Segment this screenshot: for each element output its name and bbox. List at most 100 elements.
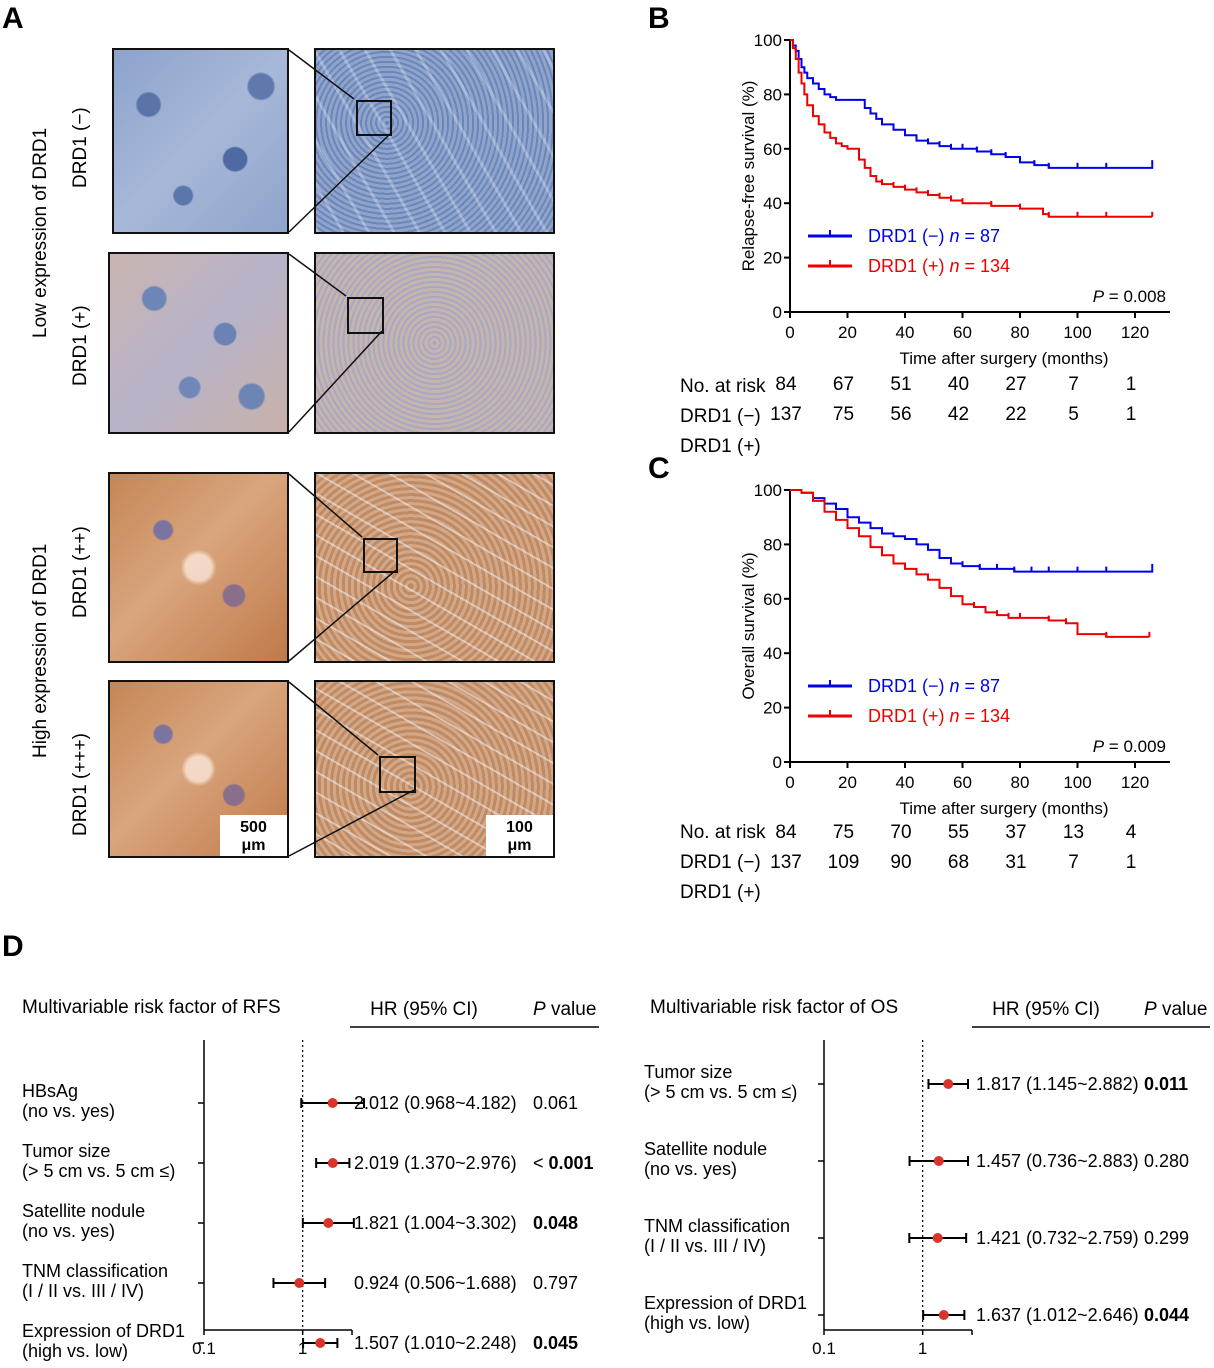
y-tick-label: 20 xyxy=(763,249,782,268)
factor-label: Satellite nodule xyxy=(22,1201,145,1221)
hr-value: 2.019 (1.370~2.976) xyxy=(354,1153,517,1173)
forest-plot-rfs: Multivariable risk factor of RFS HR (95% … xyxy=(22,997,599,1361)
legend-label: DRD1 (+) n = 134 xyxy=(868,706,1010,726)
risk-count: 7 xyxy=(1068,374,1079,395)
forest-title: Multivariable risk factor of RFS xyxy=(22,997,281,1018)
km-series-line xyxy=(790,39,1154,169)
zoom-box xyxy=(363,538,398,573)
risk-count: 137 xyxy=(770,404,802,425)
hr-value: 0.924 (0.506~1.688) xyxy=(354,1273,517,1293)
forest-x-tick-label: 0.1 xyxy=(812,1339,836,1358)
p-header: P value xyxy=(1144,999,1207,1020)
risk-count: 22 xyxy=(1005,404,1027,425)
hr-value: 1.637 (1.012~2.646) xyxy=(976,1305,1139,1325)
factor-label: HBsAg xyxy=(22,1081,78,1101)
x-tick-label: 100 xyxy=(1063,323,1091,342)
hr-point xyxy=(315,1338,326,1348)
scale-bar-label: 100 μm xyxy=(506,819,533,854)
p-value: < 0.001 xyxy=(533,1153,594,1173)
factor-sublabel: (high vs. low) xyxy=(644,1313,750,1333)
km-series-line xyxy=(790,39,1153,218)
y-axis-label: Relapse-free survival (%) xyxy=(739,81,758,272)
hr-header: HR (95% CI) xyxy=(370,999,478,1020)
x-tick-label: 40 xyxy=(896,773,915,792)
factor-label: Tumor size xyxy=(22,1141,110,1161)
y-tick-label: 40 xyxy=(763,194,782,213)
km-chart-rfs: 0 20 40 60 80 100 0 20 40 60 80 100 120 Relapse-free … xyxy=(739,31,1170,368)
zoom-box xyxy=(356,100,392,136)
x-tick-label: 60 xyxy=(953,773,972,792)
p-value-label: P = 0.008 xyxy=(1093,287,1166,306)
risk-count: 70 xyxy=(890,822,912,843)
scale-bar-overview: 100 μm xyxy=(486,815,553,856)
zoom-box xyxy=(347,297,384,334)
forest-x-tick-label: 1 xyxy=(298,1339,307,1358)
factor-label: Expression of DRD1 xyxy=(644,1293,807,1313)
ihc-zoom-image-plus2 xyxy=(108,472,289,663)
risk-count: 1 xyxy=(1125,404,1137,425)
risk-count: 84 xyxy=(775,822,797,843)
risk-row-label: DRD1 (+) xyxy=(680,436,761,457)
risk-count: 75 xyxy=(832,822,855,843)
factor-sublabel: (> 5 cm vs. 5 cm ≤) xyxy=(22,1161,175,1181)
x-tick-label: 120 xyxy=(1121,323,1149,342)
x-tick-label: 80 xyxy=(1011,323,1030,342)
km-series-line xyxy=(790,489,1150,638)
p-value: 0.048 xyxy=(533,1213,578,1233)
hr-value: 1.817 (1.145~2.882) xyxy=(976,1074,1139,1094)
hr-value: 1.457 (0.736~2.883) xyxy=(976,1151,1139,1171)
y-tick-label: 0 xyxy=(773,303,782,322)
hr-value: 1.421 (0.732~2.759) xyxy=(976,1228,1139,1248)
risk-count: 40 xyxy=(947,374,970,395)
factor-sublabel: (no vs. yes) xyxy=(644,1159,737,1179)
y-tick-label: 20 xyxy=(763,699,782,718)
risk-count: 5 xyxy=(1068,404,1079,425)
p-value: 0.011 xyxy=(1144,1074,1188,1094)
legend-label: DRD1 (+) n = 134 xyxy=(868,256,1010,276)
factor-sublabel: (I / II vs. III / IV) xyxy=(22,1281,144,1301)
scale-bar-zoom: 500 μm xyxy=(220,815,287,856)
risk-count: 109 xyxy=(827,852,860,873)
x-tick-label: 120 xyxy=(1121,773,1149,792)
x-tick-label: 0 xyxy=(785,323,794,342)
km-chart-os: 0 20 40 60 80 100 0 20 40 60 80 100 120 Overall survi… xyxy=(739,481,1170,818)
risk-row-label: DRD1 (−) xyxy=(680,406,761,427)
forest-x-tick-label: 1 xyxy=(918,1339,927,1358)
risk-count: 42 xyxy=(947,404,970,425)
y-tick-label: 80 xyxy=(763,535,782,554)
ihc-overview-image-neg xyxy=(314,48,555,234)
ihc-zoom-image-neg xyxy=(112,48,289,234)
hr-point xyxy=(327,1098,338,1108)
p-value-label: P = 0.009 xyxy=(1093,737,1166,756)
forest-title: Multivariable risk factor of OS xyxy=(650,997,898,1018)
km-series-line xyxy=(790,489,1154,573)
risk-header: No. at risk xyxy=(680,376,766,397)
panel-label-c: C xyxy=(648,452,670,485)
factor-label: Expression of DRD1 xyxy=(22,1321,185,1341)
risk-count: 68 xyxy=(947,852,970,873)
risk-count: 51 xyxy=(890,374,912,395)
y-tick-label: 0 xyxy=(773,753,782,772)
ihc-overview-image-plus3: 100 μm xyxy=(314,680,555,858)
risk-count: 27 xyxy=(1005,374,1027,395)
forest-plot-os: Multivariable risk factor of OS HR (95% C… xyxy=(644,997,1210,1358)
risk-count: 137 xyxy=(770,852,802,873)
hr-value: 1.507 (1.010~2.248) xyxy=(354,1333,517,1353)
hr-point xyxy=(933,1156,944,1166)
factor-sublabel: (no vs. yes) xyxy=(22,1221,115,1241)
scale-bar-label: 500 μm xyxy=(240,819,267,854)
p-value: 0.044 xyxy=(1144,1305,1189,1325)
legend-label: DRD1 (−) n = 87 xyxy=(868,226,1000,246)
risk-count: 56 xyxy=(890,404,912,425)
hr-value: 2.012 (0.968~4.182) xyxy=(354,1093,517,1113)
panel-label-a: A xyxy=(2,2,24,35)
zoom-connector-lines xyxy=(288,49,415,857)
x-tick-label: 20 xyxy=(838,323,857,342)
factor-sublabel: (> 5 cm vs. 5 cm ≤) xyxy=(644,1082,797,1102)
zoom-box xyxy=(379,756,416,793)
y-tick-label: 60 xyxy=(763,140,782,159)
risk-count: 37 xyxy=(1005,822,1027,843)
x-tick-label: 0 xyxy=(785,773,794,792)
factor-sublabel: (I / II vs. III / IV) xyxy=(644,1236,766,1256)
hr-header: HR (95% CI) xyxy=(992,999,1100,1020)
